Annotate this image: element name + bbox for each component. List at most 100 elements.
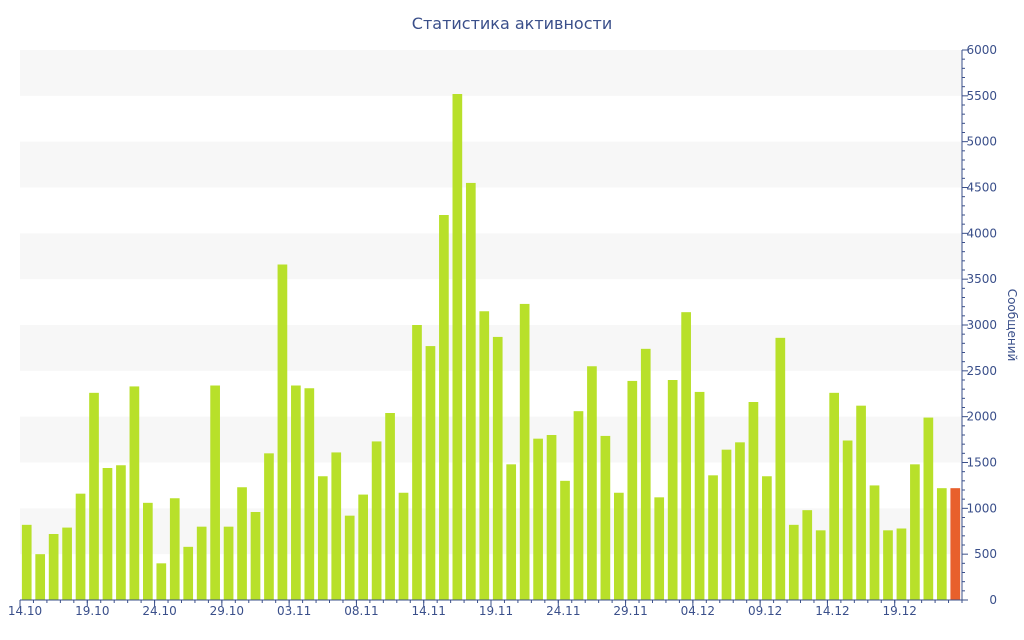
bar[interactable] <box>196 526 207 600</box>
bar[interactable] <box>412 325 422 600</box>
bar[interactable] <box>479 311 490 600</box>
y-axis: 0 500 1000 1500 2000 2500 3000 3500 4000 4500 5000… <box>961 43 997 607</box>
bar[interactable] <box>694 391 705 600</box>
bar[interactable] <box>721 449 732 600</box>
bar[interactable] <box>439 215 449 600</box>
y-tick-label: 0 <box>989 593 997 607</box>
bar[interactable] <box>75 493 86 600</box>
bar[interactable] <box>654 497 665 600</box>
bar[interactable] <box>506 464 517 600</box>
bar[interactable] <box>627 380 638 600</box>
x-tick-label: 19.12 <box>883 604 917 618</box>
grid-bands <box>20 50 962 555</box>
grid-band <box>20 325 962 371</box>
x-tick-label: 04.12 <box>681 604 715 618</box>
grid-band <box>20 141 962 188</box>
bar[interactable] <box>210 385 220 601</box>
bar[interactable] <box>856 405 866 600</box>
x-tick-label: 14.12 <box>815 604 849 618</box>
bar[interactable] <box>600 435 611 600</box>
bar[interactable] <box>35 554 46 600</box>
y-tick-label: 5000 <box>966 135 997 149</box>
bar[interactable] <box>573 411 584 600</box>
bar[interactable] <box>304 388 315 600</box>
bar[interactable] <box>788 524 799 600</box>
bar[interactable] <box>102 468 113 600</box>
bar[interactable] <box>667 380 678 600</box>
bar[interactable] <box>465 182 476 601</box>
bar[interactable] <box>802 510 813 600</box>
bar[interactable] <box>492 336 503 600</box>
x-tick-label: 29.10 <box>210 604 244 618</box>
x-axis: 14.10 19.10 24.10 29.10 03.11 08.11 14.11 19.11… <box>8 599 963 618</box>
bar[interactable] <box>869 485 880 600</box>
bar[interactable] <box>560 480 570 600</box>
bar[interactable] <box>385 413 395 600</box>
chart-title: Статистика активности <box>411 14 613 33</box>
bar[interactable] <box>21 524 32 600</box>
x-tick-label: 08.11 <box>344 604 378 618</box>
bar[interactable] <box>950 488 961 600</box>
bar[interactable] <box>89 392 99 600</box>
bar[interactable] <box>169 498 180 600</box>
bar[interactable] <box>237 487 247 600</box>
bar[interactable] <box>183 546 194 600</box>
y-tick-label: 3500 <box>966 272 997 286</box>
x-tick-label: 29.11 <box>613 604 647 618</box>
x-tick-label: 09.12 <box>748 604 782 618</box>
y-tick-label: 5500 <box>966 89 997 103</box>
x-tick-label: 03.11 <box>277 604 311 618</box>
y-tick-label: 1500 <box>966 456 997 470</box>
bar[interactable] <box>762 476 772 600</box>
bar[interactable] <box>842 440 853 601</box>
bar[interactable] <box>546 435 557 600</box>
x-tick-label: 19.11 <box>479 604 513 618</box>
bar[interactable] <box>48 534 59 600</box>
bar[interactable] <box>331 452 342 600</box>
bar[interactable] <box>923 417 934 600</box>
bar[interactable] <box>62 527 72 600</box>
x-tick-label: 14.10 <box>8 604 42 618</box>
bar[interactable] <box>829 392 839 600</box>
bar[interactable] <box>398 492 409 600</box>
bar[interactable] <box>708 475 718 600</box>
x-tick-label: 24.10 <box>142 604 176 618</box>
y-tick-label: 1000 <box>966 501 997 515</box>
bar[interactable] <box>883 530 893 600</box>
bar[interactable] <box>129 386 140 600</box>
bar[interactable] <box>317 476 328 600</box>
bar[interactable] <box>681 312 691 600</box>
bar[interactable] <box>452 94 463 600</box>
bar[interactable] <box>640 348 651 600</box>
bar[interactable] <box>223 526 234 600</box>
bar[interactable] <box>264 453 274 600</box>
y-tick-label: 4000 <box>966 226 997 240</box>
y-tick-label: 4500 <box>966 181 997 195</box>
bar[interactable] <box>896 528 907 601</box>
bar[interactable] <box>519 303 530 600</box>
bar[interactable] <box>587 366 597 600</box>
bar[interactable] <box>291 385 301 601</box>
y-tick-label: 3000 <box>966 318 997 332</box>
bar[interactable] <box>250 512 261 600</box>
bar[interactable] <box>425 346 436 600</box>
bar[interactable] <box>116 465 126 600</box>
bar[interactable] <box>614 492 624 600</box>
bar[interactable] <box>936 488 947 600</box>
bar[interactable] <box>143 502 153 600</box>
bar-series <box>21 94 961 601</box>
bar[interactable] <box>533 438 543 600</box>
bar[interactable] <box>344 515 355 600</box>
bar[interactable] <box>358 494 368 600</box>
x-tick-label: 19.10 <box>75 604 109 618</box>
bar[interactable] <box>748 402 759 600</box>
y-tick-label: 2500 <box>966 364 997 378</box>
bar[interactable] <box>815 530 826 600</box>
bar[interactable] <box>277 264 288 601</box>
bar[interactable] <box>735 442 745 600</box>
bar[interactable] <box>371 441 382 600</box>
bar[interactable] <box>156 563 167 600</box>
bar[interactable] <box>910 464 920 600</box>
bar[interactable] <box>775 337 786 600</box>
